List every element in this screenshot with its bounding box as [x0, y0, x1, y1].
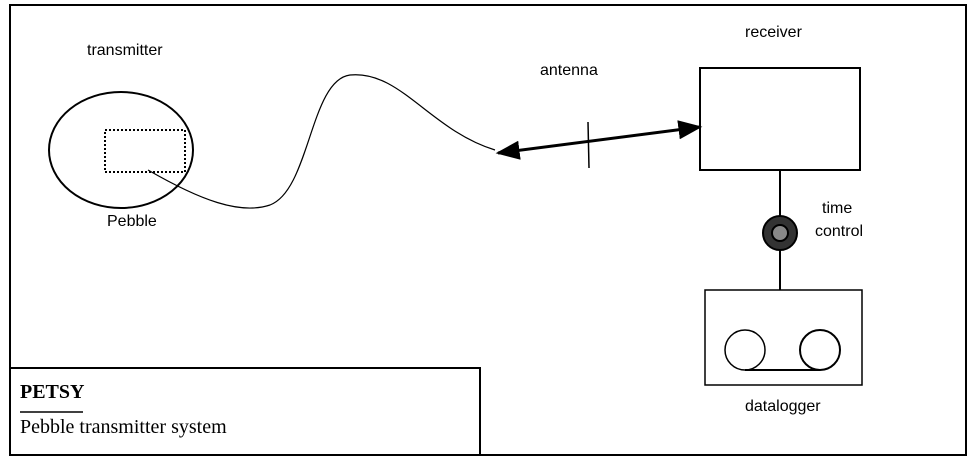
label: control [815, 223, 863, 240]
pebble-ellipse [48, 91, 194, 209]
transmitter-chip [104, 129, 186, 173]
caption-text: Pebble transmitter system [20, 416, 227, 438]
label: datalogger [745, 398, 821, 415]
receiver-box [699, 67, 861, 171]
antenna-wire [147, 74, 496, 209]
label: antenna [540, 62, 598, 79]
frame [9, 4, 967, 456]
antenna-tick [587, 121, 590, 169]
label: transmitter [87, 42, 163, 59]
tape-reel [724, 329, 766, 371]
caption-title: PETSY [20, 381, 85, 403]
caption-box [9, 367, 481, 456]
clock-face [771, 224, 789, 242]
datalogger-box [704, 289, 863, 386]
tape-reel [799, 329, 841, 371]
label: time [822, 200, 852, 217]
label: receiver [745, 24, 803, 41]
radio-link [495, 120, 703, 160]
label: Pebble [107, 213, 157, 230]
